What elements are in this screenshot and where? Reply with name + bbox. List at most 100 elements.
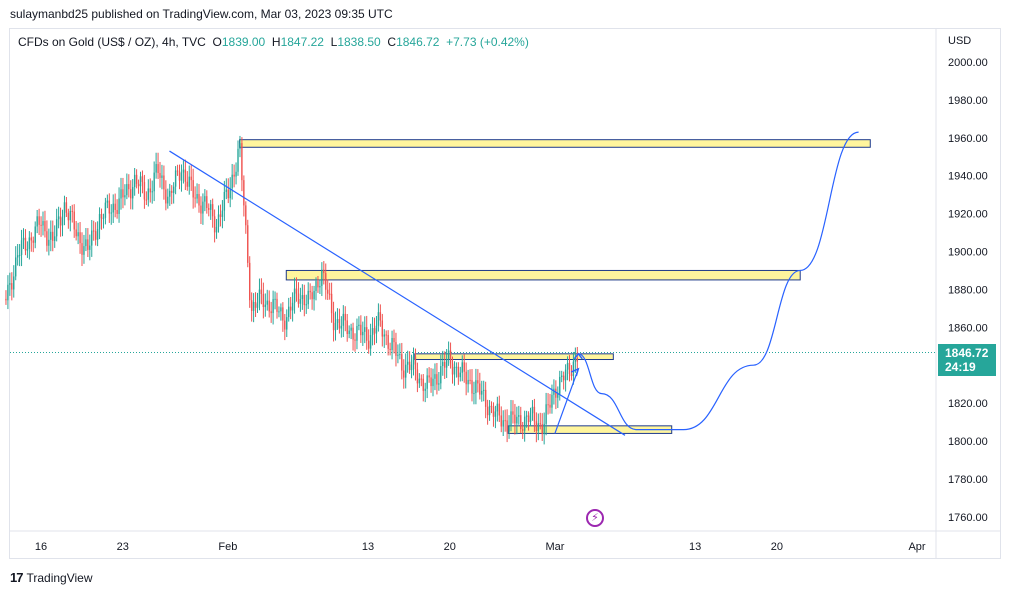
candle-body <box>301 295 304 300</box>
candle-body <box>102 217 105 219</box>
candle-body <box>208 208 210 210</box>
candle-body <box>352 327 354 340</box>
candle-body <box>373 328 376 334</box>
trendline <box>169 150 626 436</box>
candle-body <box>231 174 233 189</box>
candle-body <box>527 415 530 423</box>
candle-body <box>523 416 526 431</box>
candle-body <box>572 361 575 377</box>
candle-body <box>568 362 571 374</box>
candle-body <box>444 361 446 368</box>
candle-body <box>471 380 473 394</box>
candle-body <box>81 243 83 255</box>
candle-body <box>500 415 502 427</box>
candle-body <box>130 189 132 199</box>
candle-body <box>440 366 442 384</box>
candle-body <box>93 230 95 232</box>
candle-body <box>574 357 577 362</box>
candle-body <box>418 378 421 384</box>
candle-body <box>165 189 167 204</box>
zone-rectangle <box>285 269 801 281</box>
last-price-tag: 1846.72 24:19 <box>938 344 996 376</box>
candle-body <box>114 203 116 210</box>
y-tick-label: 1940.00 <box>948 171 988 183</box>
candle-body <box>274 298 276 300</box>
candle-body <box>484 389 487 407</box>
candle-body <box>367 340 370 349</box>
candle-body <box>576 357 579 362</box>
flash-icon[interactable]: ⚡ <box>586 509 604 527</box>
candle-body <box>360 324 362 336</box>
candle-body <box>83 246 85 255</box>
candle-body <box>243 180 245 206</box>
candle-body <box>438 383 440 385</box>
candle-body <box>30 237 33 241</box>
candle-body <box>475 380 477 394</box>
candle-body <box>369 335 372 349</box>
candle-body <box>465 371 467 385</box>
candle-body <box>502 420 504 427</box>
candle-body <box>239 143 241 149</box>
candle-body <box>330 293 333 314</box>
projection-curve <box>578 131 859 431</box>
symbol-name[interactable]: CFDs on Gold (US$ / OZ), 4h, TVC <box>18 35 206 49</box>
candle-body <box>395 342 397 356</box>
candle-body <box>16 255 19 258</box>
x-tick-label: Mar <box>545 541 564 553</box>
tradingview-mark-icon: 17 <box>10 570 24 585</box>
candle-body <box>79 232 81 244</box>
high-value: 1847.22 <box>280 35 324 49</box>
candle-body <box>22 237 25 241</box>
candle-body <box>141 176 144 183</box>
candle-body <box>48 239 50 246</box>
candle-body <box>280 307 282 312</box>
candle-body <box>215 226 218 233</box>
candle-body <box>139 176 142 187</box>
candle-body <box>311 292 313 300</box>
candle-body <box>293 288 296 303</box>
candle-body <box>504 420 506 422</box>
candle-body <box>106 200 109 203</box>
candle-body <box>473 393 475 395</box>
candle-body <box>506 420 508 432</box>
candle-body <box>391 337 393 350</box>
candle-body <box>486 406 489 416</box>
x-tick-label: Apr <box>908 541 925 553</box>
candle-body <box>533 406 536 422</box>
candle-body <box>295 288 298 294</box>
candle-body <box>266 300 268 305</box>
x-tick-label: 13 <box>362 541 374 553</box>
candle-body <box>108 200 111 214</box>
candle-body <box>184 169 187 182</box>
last-price: 1846.72 <box>945 346 989 360</box>
candle-body <box>342 313 345 326</box>
candle-body <box>494 411 497 417</box>
candle-body <box>124 195 126 198</box>
candle-body <box>547 404 549 406</box>
candle-body <box>348 330 350 334</box>
candle-body <box>42 221 44 226</box>
trend-arrowhead <box>570 367 580 377</box>
candle-body <box>434 374 436 379</box>
close-label: C <box>387 35 397 49</box>
candle-body <box>291 302 294 311</box>
candle-body <box>463 362 465 372</box>
open-label: O <box>212 35 222 49</box>
candle-body <box>442 361 444 367</box>
candle-body <box>299 299 302 304</box>
candle-body <box>420 378 423 380</box>
candle-body <box>549 404 551 408</box>
publisher-line: sulaymanbd25 published on TradingView.co… <box>10 7 393 21</box>
candle-body <box>412 356 415 365</box>
candle-body <box>7 284 9 301</box>
candle-body <box>559 376 561 394</box>
candle-body <box>219 214 222 217</box>
candle-body <box>180 172 183 181</box>
candle-body <box>545 404 547 424</box>
candle-body <box>46 231 48 246</box>
candle-body <box>346 320 348 334</box>
candle-body <box>297 293 300 304</box>
y-tick-label: 1880.00 <box>948 284 988 296</box>
candle-body <box>190 176 192 181</box>
